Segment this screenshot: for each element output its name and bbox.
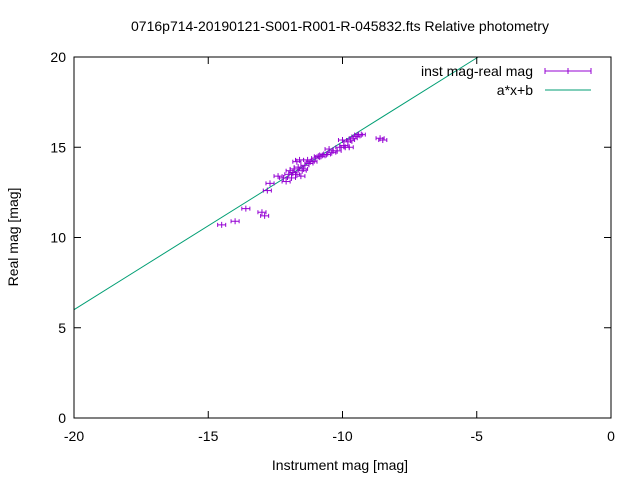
legend: inst mag-real mag a*x+b — [421, 63, 592, 98]
x-axis-ticks: -20 -15 -10 -5 0 — [64, 57, 615, 444]
x-tick-label: -20 — [64, 428, 84, 444]
x-tick-label: -15 — [198, 428, 218, 444]
legend-label-inst-mag: inst mag-real mag — [421, 63, 533, 79]
x-tick-label: 0 — [607, 428, 615, 444]
data-point — [344, 144, 354, 151]
data-point — [262, 187, 272, 194]
x-axis-label: Instrument mag [mag] — [272, 457, 408, 473]
x-tick-label: -10 — [332, 428, 352, 444]
y-axis-ticks: 0 5 10 15 20 — [50, 49, 611, 426]
legend-label-fit: a*x+b — [497, 82, 533, 98]
y-axis-label: Real mag [mag] — [5, 188, 21, 287]
data-point — [299, 165, 309, 172]
data-point — [230, 218, 240, 225]
chart-title: 0716p714-20190121-S001-R001-R-045832.fts… — [131, 18, 549, 34]
data-point — [296, 173, 306, 180]
data-point — [378, 137, 388, 144]
y-tick-label: 10 — [50, 230, 66, 246]
data-point — [265, 180, 275, 187]
data-point — [308, 158, 318, 165]
fit-line — [73, 56, 479, 311]
data-point — [217, 221, 227, 228]
y-tick-label: 20 — [50, 49, 66, 65]
data-point — [241, 205, 251, 212]
data-point — [321, 151, 331, 158]
data-point — [257, 209, 267, 216]
data-point — [356, 131, 366, 138]
data-point — [281, 178, 291, 185]
plot-frame — [73, 56, 612, 419]
x-tick-label: -5 — [471, 428, 484, 444]
plot-area — [73, 56, 479, 311]
data-point — [260, 212, 270, 219]
y-tick-label: 15 — [50, 139, 66, 155]
y-tick-label: 0 — [58, 410, 66, 426]
legend-sample-points — [544, 68, 592, 74]
data-point — [332, 147, 342, 154]
y-tick-label: 5 — [58, 320, 66, 336]
